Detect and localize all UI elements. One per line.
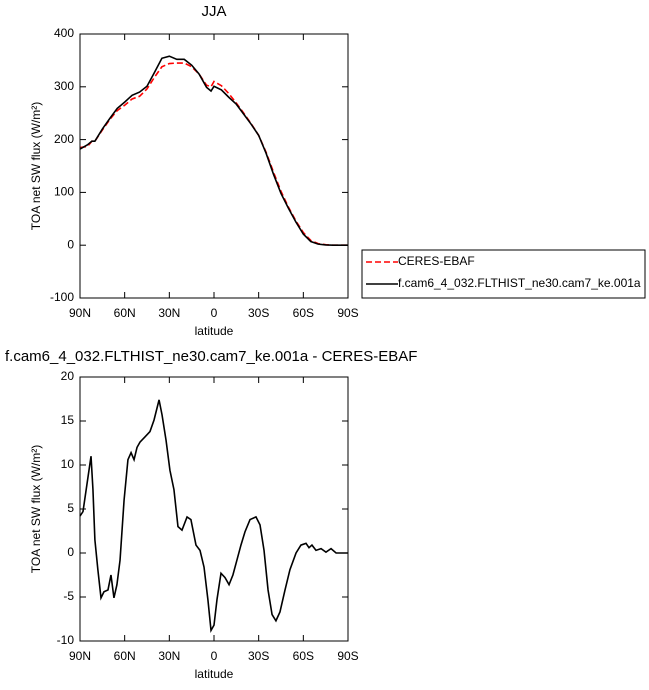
- y-tick-label: 10: [61, 457, 75, 471]
- x-axis-label: latitude: [195, 324, 234, 338]
- x-tick-label: 90S: [337, 306, 358, 320]
- y-tick-label: -100: [50, 290, 74, 304]
- x-tick-label: 0: [211, 306, 218, 320]
- x-tick-label: 90N: [69, 306, 91, 320]
- y-tick-label: 20: [61, 369, 75, 383]
- y-tick-label: 5: [67, 501, 74, 515]
- legend-label: f.cam6_4_032.FLTHIST_ne30.cam7_ke.001a: [398, 276, 641, 290]
- x-tick-label: 30N: [158, 306, 180, 320]
- series-line: [79, 55, 348, 246]
- series-line: [79, 399, 348, 634]
- y-tick-label: 300: [54, 79, 74, 93]
- x-tick-label: 90N: [69, 649, 91, 663]
- y-tick-label: 400: [54, 26, 74, 40]
- y-tick-label: -5: [63, 589, 74, 603]
- plot-frame: [79, 376, 349, 642]
- legend-box: [361, 249, 646, 299]
- chart-title: f.cam6_4_032.FLTHIST_ne30.cam7_ke.001a -…: [5, 348, 417, 365]
- x-axis-label: latitude: [195, 667, 234, 681]
- x-tick-label: 60S: [293, 649, 314, 663]
- x-tick-label: 0: [211, 649, 218, 663]
- plot-frame: [79, 33, 349, 299]
- y-axis-label: TOA net SW flux (W/m²): [29, 102, 43, 230]
- legend-label: CERES-EBAF: [398, 254, 475, 268]
- x-tick-label: 60N: [114, 306, 136, 320]
- y-axis-label: TOA net SW flux (W/m²): [29, 445, 43, 573]
- x-tick-label: 30S: [248, 306, 269, 320]
- x-tick-label: 60S: [293, 306, 314, 320]
- x-tick-label: 90S: [337, 649, 358, 663]
- x-tick-label: 60N: [114, 649, 136, 663]
- x-tick-label: 30S: [248, 649, 269, 663]
- chart-title: JJA: [201, 3, 226, 20]
- series-line: [79, 62, 348, 246]
- y-tick-label: 15: [61, 413, 75, 427]
- y-tick-label: -10: [57, 633, 75, 647]
- x-tick-label: 30N: [158, 649, 180, 663]
- y-tick-label: 0: [67, 237, 74, 251]
- y-tick-label: 0: [67, 545, 74, 559]
- y-tick-label: 200: [54, 132, 74, 146]
- y-tick-label: 100: [54, 185, 74, 199]
